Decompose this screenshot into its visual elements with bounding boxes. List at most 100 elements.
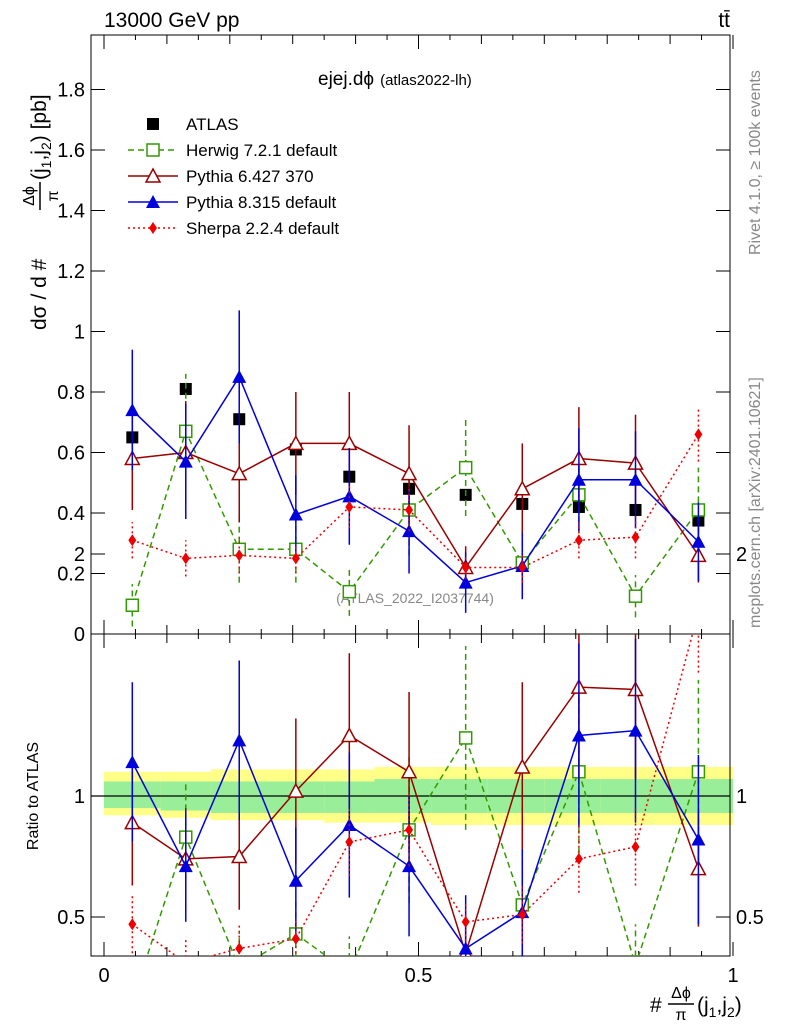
- ylabel-prefix: dσ / d #: [28, 258, 51, 330]
- legend-label: Pythia 6.427 370: [186, 167, 314, 186]
- svg-text:(j1,j2) [pb]: (j1,j2) [pb]: [28, 94, 54, 180]
- ratio-data-point: [630, 959, 642, 971]
- main-data-point: [342, 584, 357, 599]
- ratio-data-point: [126, 996, 138, 1008]
- svg-text:(j1,j2): (j1,j2): [697, 994, 742, 1020]
- main-data-point: [458, 460, 473, 475]
- ratio-data-point: [235, 942, 244, 955]
- main-data-point: [518, 561, 527, 574]
- ratio-data-point: [232, 733, 247, 747]
- main-data-point: [181, 552, 190, 565]
- ratio-data-point: [631, 840, 640, 853]
- svg-text:dσ / d #: dσ / d #: [28, 258, 51, 330]
- ratio-data-point: [628, 723, 643, 737]
- ratio-data-point: [461, 915, 470, 928]
- main-series-1: [125, 373, 706, 627]
- main-data-point: [232, 369, 247, 383]
- plot-title-main: ejej.dϕ: [318, 69, 374, 90]
- xlabel-mid: ,j: [716, 994, 727, 1017]
- main-y-axis-label: dσ / d # Δϕ π (j1,j2) [pb]: [21, 94, 62, 330]
- ratio-data-point: [341, 726, 358, 743]
- mcplots-label: mcplots.cern.ch [arXiv:2401.10621]: [747, 377, 764, 628]
- legend-marker: [147, 118, 159, 130]
- main-data-point: [694, 428, 703, 441]
- main-data-point: [178, 454, 193, 468]
- main-data-point: [179, 382, 192, 395]
- ylabel-mid: ,j: [28, 150, 51, 161]
- main-data-point: [628, 472, 643, 486]
- main-ytick-label: 1: [74, 322, 85, 344]
- ratio-series-3: [128, 606, 702, 969]
- xlabel-sub2: 2: [727, 1004, 735, 1020]
- main-series-4: [128, 407, 703, 583]
- main-data-point: [291, 552, 300, 565]
- legend-entry: Pythia 6.427 370: [128, 167, 314, 186]
- ratio-ytick-label-right: 1: [736, 786, 747, 808]
- ratio-data-point: [691, 832, 706, 846]
- main-data-point: [574, 534, 583, 547]
- ratio-data-point: [518, 908, 527, 921]
- ratio-data-point: [458, 731, 473, 745]
- main-ytick-label: 0.4: [57, 503, 85, 525]
- ratio-data-point: [694, 606, 702, 618]
- ratio-data-point: [574, 852, 583, 865]
- ratio-xtick-label: 0: [98, 965, 109, 987]
- legend-marker: [144, 167, 162, 183]
- ratio-data-point: [125, 755, 140, 769]
- ylabel-suffix: (j: [28, 168, 51, 180]
- ratio-ytick-label: 0.5: [57, 907, 85, 929]
- ratio-ytick-label: 1: [74, 786, 85, 808]
- main-data-point: [125, 403, 140, 417]
- legend-entry: Herwig 7.2.1 default: [128, 141, 337, 160]
- ratio-xtick-label: 1: [727, 965, 738, 987]
- legend-marker: [146, 143, 160, 157]
- main-data-point: [128, 534, 137, 547]
- legend-marker: [146, 195, 160, 208]
- plot-title: ejej.dϕ (atlas2022-lh): [318, 69, 472, 90]
- ratio-data-point: [514, 758, 531, 774]
- ylabel-end: ) [pb]: [28, 94, 51, 142]
- ratio-data-point: [288, 873, 303, 887]
- ratio-data-point: [405, 823, 414, 836]
- main-data-point: [400, 465, 418, 481]
- ratio-data-point: [571, 728, 586, 742]
- plot-title-sub: (atlas2022-lh): [380, 72, 472, 89]
- ratio-data-point: [291, 932, 300, 945]
- ratio-data-point: [182, 957, 190, 969]
- legend-label: Herwig 7.2.1 default: [186, 141, 337, 160]
- main-series-line: [132, 433, 700, 569]
- legend-entry: ATLAS: [147, 115, 239, 134]
- main-ytick-label: 0.8: [57, 382, 85, 404]
- main-data-point: [631, 531, 640, 544]
- header-right: tt̄: [718, 9, 730, 32]
- header-left: 13000 GeV pp: [104, 9, 239, 32]
- ylabel-sub2: 2: [38, 142, 54, 150]
- xlabel-frac-num: Δϕ: [671, 985, 691, 1002]
- ratio-xtick-label: 0.5: [405, 965, 433, 987]
- main-data-point: [458, 575, 473, 589]
- ylabel-sub1: 1: [38, 160, 54, 168]
- main-data-point: [691, 534, 706, 548]
- main-data-point: [345, 500, 354, 513]
- xlabel-sub1: 1: [709, 1004, 717, 1020]
- legend-label: Sherpa 2.2.4 default: [186, 219, 339, 238]
- ylabel-frac-num: Δϕ: [21, 186, 38, 206]
- x-axis-label: # Δϕ π (j1,j2): [650, 985, 742, 1024]
- main-data-point: [514, 480, 531, 496]
- main-plot-area: 0 0.2 0.4 0.6 0.8 1 1.2 1.4 1.6 1.8: [57, 34, 734, 646]
- main-ytick-label: 0: [74, 624, 85, 646]
- analysis-watermark: (ATLAS_2022_I2037744): [336, 590, 494, 606]
- main-data-point: [571, 472, 586, 486]
- main-ytick-label: 0.2: [57, 564, 85, 586]
- ratio-data-point: [230, 847, 248, 864]
- ratio-ytick-label-right: 2: [736, 544, 747, 566]
- main-data-point: [287, 434, 305, 451]
- legend-entry: Sherpa 2.2.4 default: [128, 219, 339, 238]
- main-data-point: [230, 465, 248, 481]
- xlabel-suffix: (j: [697, 994, 709, 1017]
- ratio-ytick-label: 2: [74, 544, 85, 566]
- xlabel-end: ): [735, 994, 742, 1017]
- main-ytick-label: 1.6: [57, 140, 85, 162]
- ratio-ytick-label-right: 0.5: [736, 907, 764, 929]
